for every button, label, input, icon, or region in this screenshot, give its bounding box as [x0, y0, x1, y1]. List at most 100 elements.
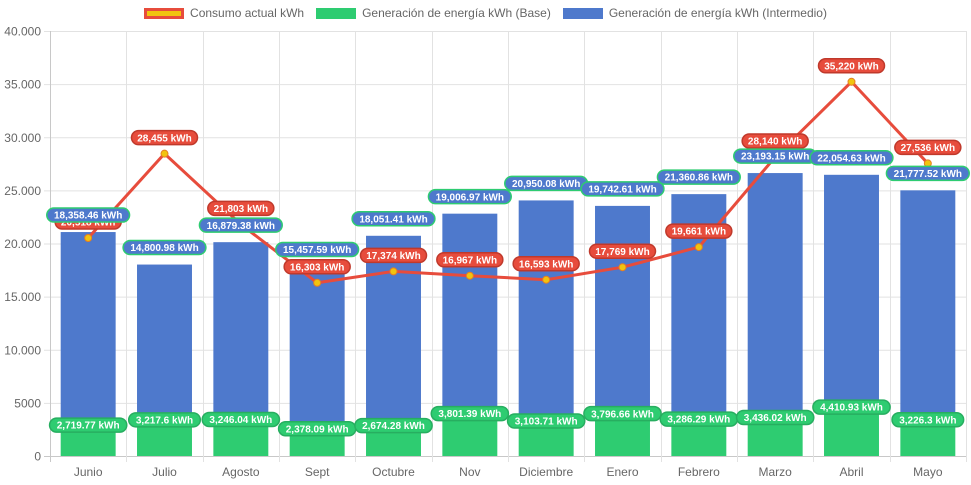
data-label-base-text: 3,796.66 kWh	[591, 409, 654, 420]
data-label-intermedio-text: 21,360.86 kWh	[665, 173, 733, 184]
data-label-base: 3,246.04 kWh	[201, 411, 281, 428]
bar-intermedio[interactable]	[289, 266, 345, 431]
data-label-base-text: 3,217.6 kWh	[136, 415, 193, 426]
data-label-intermedio-bg	[809, 150, 894, 166]
data-label-intermedio: 21,777.52 kWh	[885, 165, 970, 182]
data-label-intermedio-bg	[46, 207, 131, 223]
data-label-base-bg	[354, 417, 433, 434]
data-label-base-text: 4,410.93 kWh	[820, 403, 883, 414]
bar-intermedio[interactable]	[518, 200, 574, 424]
data-label-consumo-bg	[283, 259, 351, 275]
legend-label-consumo: Consumo actual kWh	[190, 6, 305, 20]
data-label-intermedio: 18,358.46 kWh	[46, 207, 131, 223]
data-label-intermedio-text: 20,950.08 kWh	[512, 179, 580, 190]
consumption-point[interactable]	[389, 267, 398, 276]
data-label-base-bg	[48, 417, 128, 433]
data-label-base-bg	[812, 399, 891, 415]
bar-base[interactable]	[747, 419, 803, 456]
y-tick-label: 30.000	[4, 131, 41, 145]
data-label-consumo: 35,220 kWh	[817, 58, 886, 74]
data-label-consumo-text: 35,220 kWh	[824, 61, 878, 72]
data-label-intermedio: 18,051.41 kWh	[351, 211, 436, 227]
x-tick-label: Febrero	[678, 465, 720, 479]
data-label-consumo-text: 28,140 kWh	[748, 137, 802, 148]
x-tick-label: Nov	[459, 465, 480, 479]
bar-intermedio[interactable]	[137, 264, 192, 422]
data-label-consumo: 16,967 kWh	[436, 251, 504, 268]
consumption-point[interactable]	[847, 77, 856, 86]
consumption-point[interactable]	[542, 275, 551, 284]
data-label-consumo-bg	[817, 58, 886, 74]
data-label-consumo: 16,593 kWh	[512, 255, 580, 272]
data-label-base: 3,103.71 kWh	[506, 413, 586, 429]
data-label-base: 3,226.3 kWh	[891, 411, 965, 428]
legend-item-consumo[interactable]: Consumo actual kWh	[144, 6, 304, 20]
data-label-consumo: 17,769 kWh	[588, 243, 657, 259]
legend-swatch-consumo	[144, 7, 185, 19]
bar-intermedio[interactable]	[900, 190, 956, 422]
bar-intermedio[interactable]	[442, 213, 498, 416]
bar-base[interactable]	[671, 421, 727, 456]
bars	[60, 173, 956, 456]
data-label-intermedio-text: 23,193.15 kWh	[741, 152, 809, 163]
legend-item-intermedio[interactable]: Generación de energía kWh (Intermedio)	[562, 6, 827, 20]
legend-swatch-intermedio	[562, 7, 603, 19]
legend-item-base[interactable]: Generación de energía kWh (Base)	[316, 6, 551, 20]
chart-legend: Consumo actual kWh Generación de energía…	[0, 6, 971, 20]
data-label-consumo: 16,303 kWh	[283, 259, 351, 275]
y-axis: 0 5000 10.000 15.000 20.000 25.000 30.000 35.00…	[4, 25, 41, 464]
bar-base[interactable]	[595, 415, 650, 456]
data-label-intermedio-text: 21,777.52 kWh	[894, 169, 962, 180]
data-label-consumo-bg	[130, 129, 199, 146]
data-label-consumo-bg	[894, 139, 962, 156]
bar-intermedio[interactable]	[824, 174, 879, 410]
data-label-intermedio-bg	[351, 211, 436, 227]
bar-base[interactable]	[442, 415, 498, 456]
data-label-intermedio: 19,006.97 kWh	[427, 188, 512, 205]
bar-base[interactable]	[824, 409, 879, 456]
data-label-intermedio: 16,879.38 kWh	[198, 217, 283, 233]
data-label-base: 3,796.66 kWh	[583, 405, 662, 422]
y-tick-label: 5000	[14, 396, 41, 410]
data-label-base: 3,801.39 kWh	[430, 405, 510, 422]
bar-intermedio[interactable]	[60, 232, 116, 428]
consumption-point[interactable]	[694, 243, 703, 252]
data-label-intermedio: 15,457.59 kWh	[275, 241, 360, 258]
bar-intermedio[interactable]	[366, 235, 421, 428]
consumption-point[interactable]	[160, 149, 169, 158]
bar-intermedio[interactable]	[747, 173, 803, 420]
data-label-base-bg	[201, 411, 281, 428]
data-label-consumo-text: 19,661 kWh	[672, 227, 726, 238]
data-label-base-text: 3,103.71 kWh	[515, 417, 578, 428]
data-label-intermedio-text: 14,800.98 kWh	[130, 243, 198, 254]
data-label-consumo: 21,803 kWh	[207, 200, 275, 217]
consumption-point[interactable]	[84, 233, 93, 242]
bar-intermedio[interactable]	[595, 205, 650, 416]
data-label-consumo-text: 17,769 kWh	[595, 247, 649, 258]
x-tick-label: Agosto	[222, 465, 260, 479]
data-label-consumo-text: 16,967 kWh	[443, 255, 497, 266]
y-tick-label: 0	[34, 450, 41, 464]
data-label-base: 2,719.77 kWh	[48, 417, 128, 433]
consumption-point[interactable]	[618, 263, 627, 272]
x-tick-label: Sept	[305, 465, 330, 479]
data-label-intermedio-text: 22,054.63 kWh	[817, 153, 885, 164]
data-label-consumo-text: 17,374 kWh	[366, 251, 420, 262]
data-label-base-text: 3,226.3 kWh	[899, 415, 956, 426]
x-tick-label: Diciembre	[519, 465, 573, 479]
consumption-point[interactable]	[313, 278, 322, 287]
data-label-base-text: 2,674.28 kWh	[362, 421, 425, 432]
data-label-intermedio-bg	[656, 169, 741, 185]
x-tick-label: Mayo	[913, 465, 943, 479]
x-axis: Junio Julio Agosto Sept Octubre Nov Diciembre E…	[74, 465, 943, 479]
data-label-consumo-text: 27,536 kWh	[901, 143, 955, 154]
bar-intermedio[interactable]	[213, 242, 269, 422]
x-tick-label: Enero	[606, 465, 638, 479]
y-tick-label: 10.000	[4, 343, 41, 357]
data-label-base-text: 3,246.04 kWh	[209, 415, 272, 426]
data-label-intermedio-text: 16,879.38 kWh	[207, 221, 275, 232]
consumption-point[interactable]	[465, 271, 474, 280]
data-label-base-bg	[506, 413, 586, 429]
legend-label-intermedio: Generación de energía kWh (Intermedio)	[608, 6, 827, 20]
data-label-base-text: 3,286.29 kWh	[667, 415, 730, 426]
